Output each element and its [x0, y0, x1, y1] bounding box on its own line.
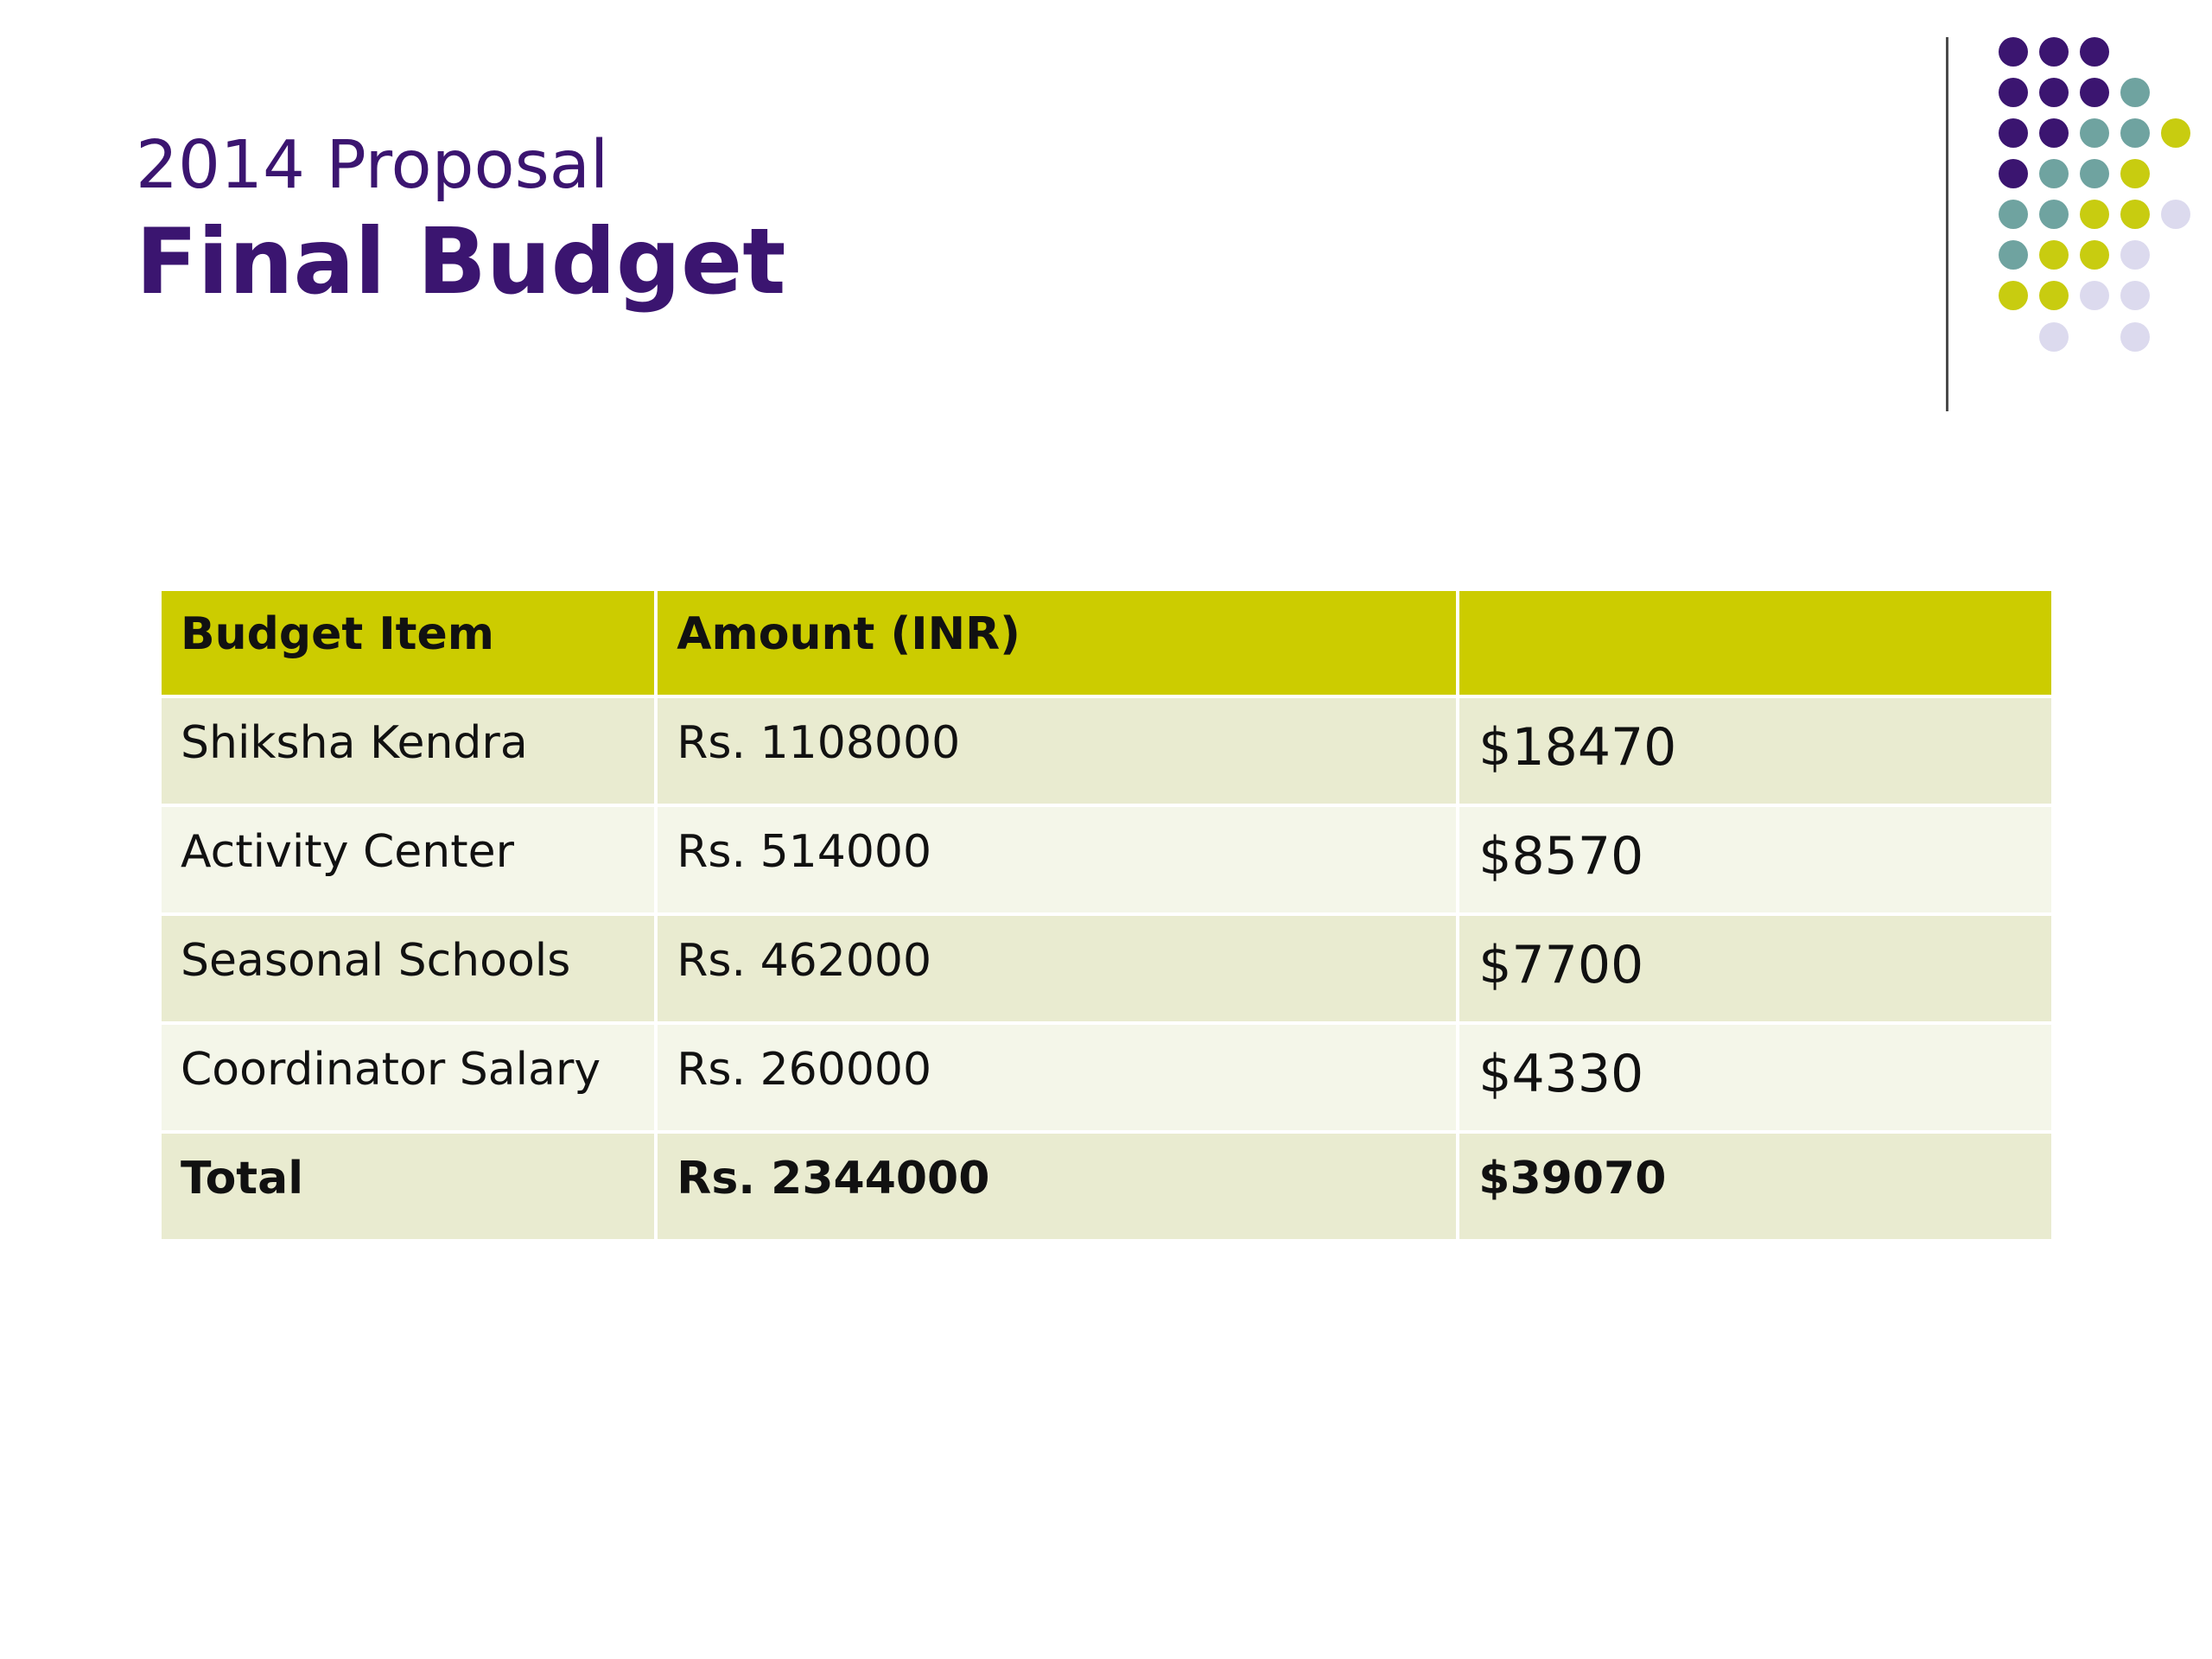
cell-usd: $8570	[1456, 804, 2055, 916]
cell-item: Coordinator Salary	[157, 1021, 658, 1134]
decorative-dot	[2120, 322, 2150, 352]
decorative-dot	[2039, 281, 2069, 310]
slide-title: 2014 Proposal Final Budget	[136, 127, 786, 315]
decorative-dot	[2161, 200, 2190, 229]
decorative-dot	[2120, 118, 2150, 148]
total-label: Total	[157, 1130, 658, 1243]
header-amount-usd	[1456, 588, 2055, 698]
table-row: Activity Center Rs. 514000 $8570	[157, 804, 2055, 916]
decorative-dot	[1999, 37, 2028, 67]
cell-item: Seasonal Schools	[157, 912, 658, 1025]
header-amount-inr: Amount (INR)	[654, 588, 1460, 698]
decorative-dot	[2080, 240, 2109, 270]
decorative-dot	[2080, 200, 2109, 229]
cell-inr: Rs. 514000	[654, 804, 1460, 916]
total-inr: Rs. 2344000	[654, 1130, 1460, 1243]
decorative-dot	[2120, 240, 2150, 270]
decorative-dot	[2161, 118, 2190, 148]
decorative-dot	[1999, 240, 2028, 270]
header-budget-item: Budget Item	[157, 588, 658, 698]
decorative-dot	[2120, 78, 2150, 107]
cell-inr: Rs. 1108000	[654, 695, 1460, 807]
decorative-dot	[2080, 281, 2109, 310]
decorative-dot	[1999, 159, 2028, 188]
title-line-2: Final Budget	[136, 208, 786, 315]
decorative-dot	[2039, 118, 2069, 148]
decorative-dot	[2080, 118, 2109, 148]
decorative-dot	[2080, 78, 2109, 107]
table-row: Seasonal Schools Rs. 462000 $7700	[157, 912, 2055, 1025]
decorative-dot	[1999, 281, 2028, 310]
decorative-dot	[2039, 240, 2069, 270]
cell-inr: Rs. 462000	[654, 912, 1460, 1025]
decorative-divider	[1946, 37, 1948, 411]
cell-usd: $18470	[1456, 695, 2055, 807]
decorative-dot	[2080, 159, 2109, 188]
title-line-1: 2014 Proposal	[136, 127, 609, 204]
table-row: Coordinator Salary Rs. 260000 $4330	[157, 1021, 2055, 1134]
decorative-dot	[2120, 159, 2150, 188]
decorative-dot	[2080, 37, 2109, 67]
cell-item: Activity Center	[157, 804, 658, 916]
total-usd: $39070	[1456, 1130, 2055, 1243]
cell-item: Shiksha Kendra	[157, 695, 658, 807]
cell-usd: $4330	[1456, 1021, 2055, 1134]
decorative-dot	[2120, 200, 2150, 229]
decorative-dot	[2120, 281, 2150, 310]
decorative-dot	[2039, 159, 2069, 188]
decorative-dot	[1999, 78, 2028, 107]
table-row: Shiksha Kendra Rs. 1108000 $18470	[157, 695, 2055, 807]
decorative-dot	[2039, 200, 2069, 229]
decorative-dot	[2039, 322, 2069, 352]
cell-usd: $7700	[1456, 912, 2055, 1025]
budget-table: Budget Item Amount (INR) Shiksha Kendra …	[157, 588, 2055, 1243]
table-header-row: Budget Item Amount (INR)	[157, 588, 2055, 698]
cell-inr: Rs. 260000	[654, 1021, 1460, 1134]
table-total-row: Total Rs. 2344000 $39070	[157, 1130, 2055, 1243]
decorative-dot	[1999, 118, 2028, 148]
decorative-dot	[1999, 200, 2028, 229]
decorative-dot	[2039, 37, 2069, 67]
decorative-dot	[2039, 78, 2069, 107]
